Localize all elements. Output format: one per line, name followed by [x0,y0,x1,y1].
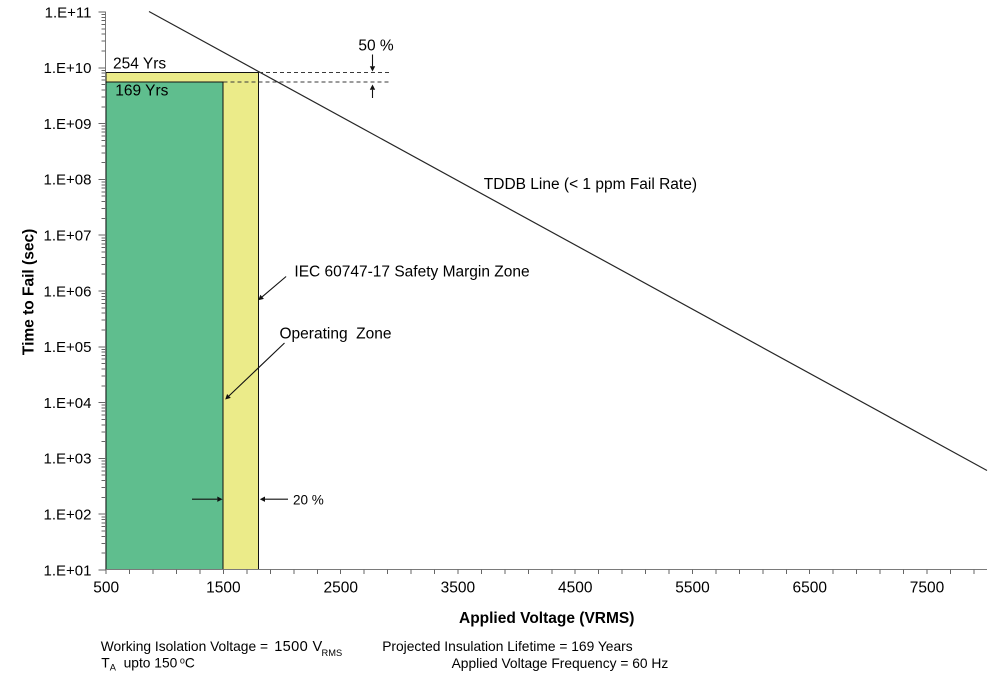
svg-text:1.E+06: 1.E+06 [44,283,92,300]
svg-text:1.E+08: 1.E+08 [44,172,92,189]
svg-text:1.E+02: 1.E+02 [44,507,92,524]
svg-text:Applied Voltage (VRMS): Applied Voltage (VRMS) [459,610,634,627]
svg-text:20 %: 20 % [293,492,324,507]
svg-text:TDDB Line (< 1 ppm Fail Rate): TDDB Line (< 1 ppm Fail Rate) [484,176,697,193]
svg-text:169 Yrs: 169 Yrs [115,83,168,100]
svg-text:1.E+10: 1.E+10 [44,60,92,77]
svg-text:50 %: 50 % [358,38,394,55]
svg-text:7500: 7500 [910,579,945,596]
svg-text:254 Yrs: 254 Yrs [113,56,166,73]
svg-text:1500 V: 1500 V [274,639,322,655]
svg-text:1.E+07: 1.E+07 [44,228,92,245]
svg-text:2500: 2500 [323,579,358,596]
svg-text:Operating Zone: Operating Zone [280,326,392,343]
svg-text:1.E+04: 1.E+04 [44,395,92,412]
svg-text:TA upto 150 oC: TA upto 150 oC [101,656,195,673]
svg-text:4500: 4500 [558,579,593,596]
svg-text:RMS: RMS [322,648,343,658]
svg-text:Time to Fail (sec): Time to Fail (sec) [21,229,38,355]
svg-text:1.E+03: 1.E+03 [44,451,92,468]
svg-text:1.E+05: 1.E+05 [44,339,92,356]
svg-text:Working Isolation Voltage =: Working Isolation Voltage = [101,639,268,654]
svg-text:Applied Voltage Frequency = 60: Applied Voltage Frequency = 60 Hz [452,656,669,671]
svg-text:3500: 3500 [441,579,476,596]
svg-text:5500: 5500 [675,579,710,596]
svg-text:500: 500 [93,579,119,596]
svg-text:6500: 6500 [792,579,827,596]
svg-text:IEC 60747-17 Safety Margin Zon: IEC 60747-17 Safety Margin Zone [294,264,529,281]
svg-text:Projected Insulation Lifetime: Projected Insulation Lifetime = 169 Year… [382,639,633,654]
svg-text:1.E+01: 1.E+01 [44,562,92,579]
svg-text:1.E+11: 1.E+11 [45,4,92,21]
svg-text:1500: 1500 [206,579,241,596]
svg-text:1.E+09: 1.E+09 [44,116,92,133]
